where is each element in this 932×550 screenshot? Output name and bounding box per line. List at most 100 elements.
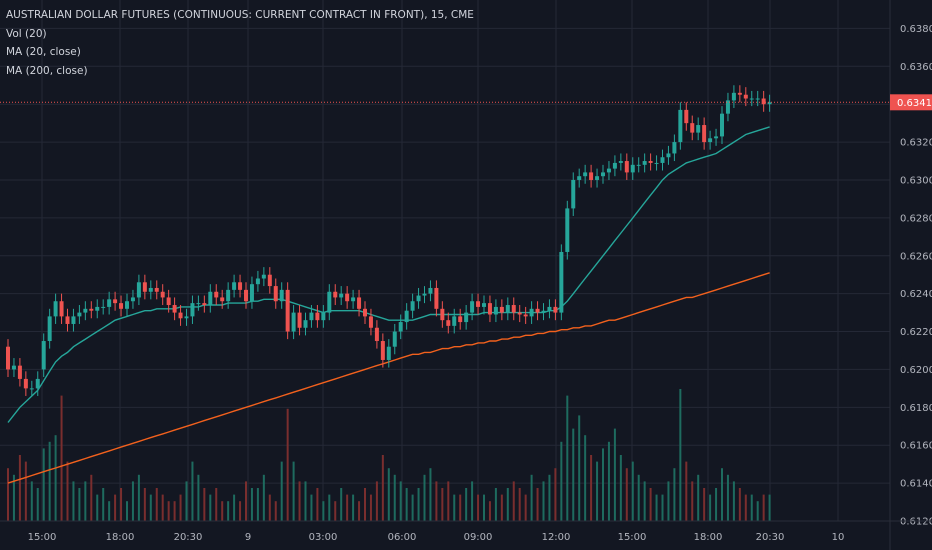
candle — [65, 308, 70, 332]
volume-bar — [596, 461, 599, 521]
candle-body — [261, 274, 266, 279]
volume-bar — [36, 488, 39, 521]
candle-body — [351, 297, 356, 302]
candle — [529, 301, 534, 324]
volume-bar — [649, 488, 652, 521]
volume-bar — [143, 488, 146, 521]
candle — [672, 134, 677, 162]
legend-ma200[interactable]: MA (200, close) — [6, 64, 88, 77]
candle-body — [499, 306, 504, 313]
y-tick-label: 0.6360 — [900, 62, 932, 73]
volume-bar — [715, 488, 718, 521]
volume-bar — [352, 494, 355, 521]
candle — [208, 284, 213, 313]
candle — [6, 339, 10, 378]
volume-bar — [637, 474, 640, 521]
x-tick-label: 15:00 — [28, 532, 57, 543]
candle-body — [404, 310, 409, 323]
y-axis[interactable]: 0.63800.63600.63400.63200.63000.62800.62… — [889, 0, 932, 550]
candle-body — [565, 208, 570, 252]
legend-ma20[interactable]: MA (20, close) — [6, 46, 81, 58]
candle-body — [202, 303, 207, 306]
volume-bar — [554, 468, 557, 521]
x-axis[interactable]: 15:00 18:00 20:30 9 03:00 06:00 09:00 12:00 15:0… — [0, 520, 932, 543]
volume-bar — [661, 494, 664, 521]
volume-bar — [536, 488, 539, 521]
candle — [654, 155, 659, 171]
candle — [35, 371, 40, 396]
candle — [684, 102, 689, 131]
volume-bar — [756, 501, 759, 521]
candle-body — [636, 164, 641, 166]
candle — [71, 308, 76, 332]
volume-bar — [72, 481, 75, 521]
volume-bar — [262, 474, 265, 521]
candle-body — [315, 312, 320, 321]
candle-body — [95, 306, 100, 311]
volume-bar — [560, 441, 563, 521]
candle — [357, 289, 362, 317]
candle-body — [184, 316, 189, 319]
candle — [154, 280, 159, 300]
candle-body — [618, 161, 623, 163]
candle-body — [589, 172, 594, 180]
candle-body — [291, 312, 296, 332]
candle-body — [654, 162, 659, 164]
volume-bar — [256, 488, 259, 521]
candle — [601, 164, 605, 184]
y-tick-label: 0.6280 — [900, 213, 932, 224]
candle — [428, 280, 433, 302]
candle — [731, 85, 736, 108]
candle-body — [29, 388, 34, 390]
candle — [541, 303, 546, 321]
legend-vol[interactable]: Vol (20) — [6, 27, 47, 40]
candle-body — [214, 291, 219, 298]
volume-bar — [518, 488, 521, 521]
volume-bar — [387, 468, 390, 521]
candle — [553, 299, 558, 321]
volume-bar — [334, 501, 337, 521]
x-tick-label: 12:00 — [542, 532, 571, 543]
candle-body — [743, 94, 748, 99]
candle — [589, 164, 594, 188]
candle-body — [434, 287, 439, 309]
volume-bar — [340, 488, 343, 521]
candle-body — [720, 113, 724, 137]
candle — [612, 155, 617, 177]
candle-body — [571, 179, 576, 209]
volume-bar — [542, 481, 545, 521]
candle — [238, 274, 243, 298]
volume-bar — [417, 488, 420, 521]
volume-bar — [578, 415, 581, 521]
candle — [351, 289, 356, 309]
volume-bar — [322, 501, 325, 521]
candle-body — [577, 176, 582, 180]
volume-bar — [286, 408, 289, 521]
y-tick-label: 0.6240 — [900, 289, 932, 300]
y-tick-label: 0.6380 — [900, 24, 932, 35]
candle — [470, 293, 475, 321]
candle-body — [11, 365, 16, 370]
volume-bar — [155, 488, 158, 521]
candle-body — [238, 282, 243, 290]
candle-body — [761, 98, 766, 105]
candle — [47, 308, 52, 349]
candle — [422, 286, 427, 304]
candle-body — [482, 303, 486, 307]
candle — [743, 87, 748, 107]
candle-body — [470, 301, 475, 313]
volume-bar — [42, 448, 45, 521]
volume-bar — [239, 501, 242, 521]
volume-bar — [250, 488, 253, 521]
candle-body — [130, 297, 135, 302]
candle — [476, 293, 481, 315]
candle-body — [244, 289, 248, 302]
candle-body — [511, 305, 516, 313]
volume-bar — [102, 488, 105, 521]
candle-body — [684, 109, 689, 124]
volume-bar — [768, 494, 771, 521]
candle-body — [601, 172, 605, 177]
volume-bar — [24, 461, 27, 521]
ma20-line — [7, 126, 770, 423]
